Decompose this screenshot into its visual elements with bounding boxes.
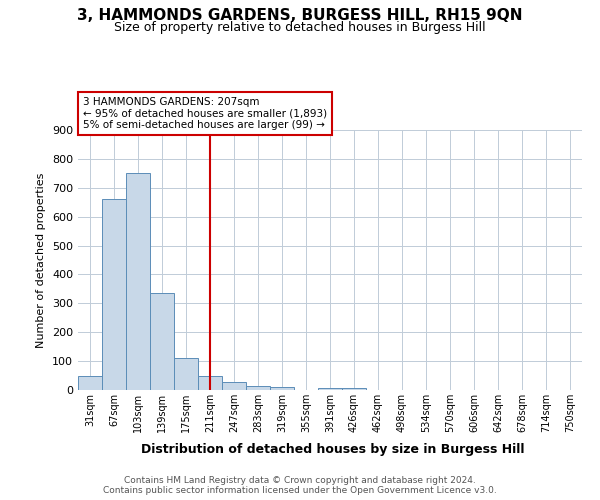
Bar: [102, 200, 126, 390]
Bar: [246, 386, 270, 390]
Bar: [126, 174, 150, 390]
Bar: [198, 376, 222, 390]
Text: 3 HAMMONDS GARDENS: 207sqm
← 95% of detached houses are smaller (1,893)
5% of se: 3 HAMMONDS GARDENS: 207sqm ← 95% of deta…: [83, 97, 327, 130]
Text: 3, HAMMONDS GARDENS, BURGESS HILL, RH15 9QN: 3, HAMMONDS GARDENS, BURGESS HILL, RH15 …: [77, 8, 523, 22]
Text: Contains HM Land Registry data © Crown copyright and database right 2024.
Contai: Contains HM Land Registry data © Crown c…: [103, 476, 497, 495]
Bar: [174, 358, 198, 390]
Bar: [150, 293, 174, 390]
Bar: [318, 388, 342, 390]
Text: Size of property relative to detached houses in Burgess Hill: Size of property relative to detached ho…: [114, 21, 486, 34]
Bar: [342, 388, 366, 390]
Bar: [222, 382, 246, 390]
Y-axis label: Number of detached properties: Number of detached properties: [37, 172, 46, 348]
Bar: [270, 388, 294, 390]
Bar: [78, 376, 102, 390]
Text: Distribution of detached houses by size in Burgess Hill: Distribution of detached houses by size …: [141, 442, 525, 456]
